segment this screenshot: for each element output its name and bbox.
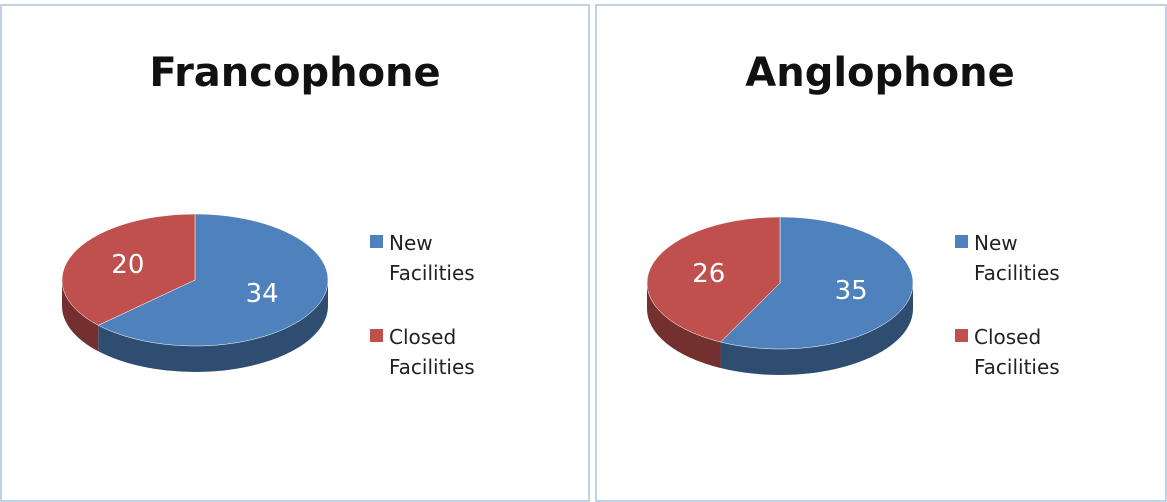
legend-swatch — [955, 329, 968, 342]
slice-side — [62, 280, 99, 352]
legend-swatch — [370, 329, 383, 342]
legend: New Facilities Closed Facilities — [370, 228, 510, 416]
data-label: 35 — [835, 276, 868, 306]
legend-label: Closed Facilities — [974, 325, 1060, 379]
legend-item: New Facilities — [370, 228, 510, 288]
legend-label: New Facilities — [389, 231, 475, 285]
legend-item: Closed Facilities — [370, 322, 510, 382]
data-label: 26 — [692, 259, 725, 289]
legend-label: New Facilities — [974, 231, 1060, 285]
panel-border — [595, 4, 1167, 502]
slice — [646, 216, 781, 343]
data-label: 34 — [246, 279, 279, 309]
chart-title: Francophone — [149, 50, 440, 96]
chart-title: Anglophone — [745, 50, 1014, 96]
panel-border — [0, 4, 590, 502]
legend-item: New Facilities — [955, 228, 1095, 288]
legend-swatch — [370, 235, 383, 248]
slice — [97, 213, 329, 347]
legend: New Facilities Closed Facilities — [955, 228, 1095, 416]
slice-side — [647, 283, 721, 369]
legend-label: Closed Facilities — [389, 325, 475, 379]
slice — [61, 213, 196, 326]
data-label: 20 — [111, 250, 144, 280]
legend-item: Closed Facilities — [955, 322, 1095, 382]
slice — [720, 216, 914, 350]
slice-side — [98, 280, 328, 373]
slice-side — [720, 283, 913, 375]
legend-swatch — [955, 235, 968, 248]
